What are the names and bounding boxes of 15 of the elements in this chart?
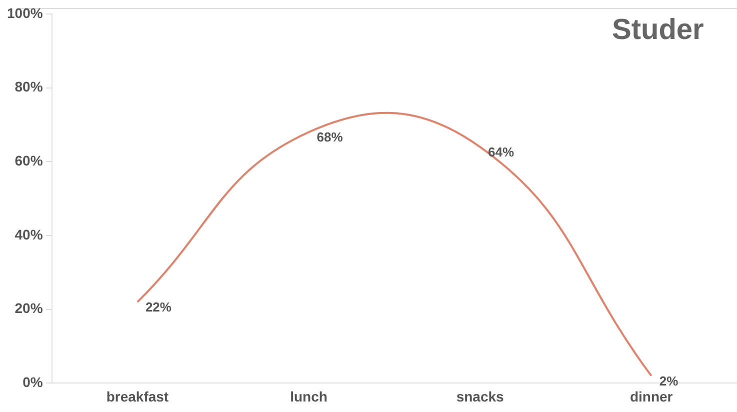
y-tick-label: 20% — [14, 300, 44, 316]
x-tick-label: dinner — [630, 388, 674, 404]
text: 64% — [488, 144, 514, 160]
y-tick-label: 60% — [14, 152, 44, 169]
x-tick-label: snacks — [456, 388, 504, 404]
y-tick-label: 80% — [14, 78, 44, 95]
text: 2% — [659, 373, 678, 388]
text: 22% — [145, 300, 172, 315]
text: 68% — [316, 130, 343, 145]
chart-title: Studer — [612, 14, 704, 47]
x-tick-label: breakfast — [106, 388, 169, 404]
y-tick-label: 0% — [22, 374, 44, 390]
y-tick-label: 40% — [14, 226, 44, 242]
x-tick-label: lunch — [290, 388, 328, 404]
y-tick-label: 100% — [6, 4, 44, 21]
